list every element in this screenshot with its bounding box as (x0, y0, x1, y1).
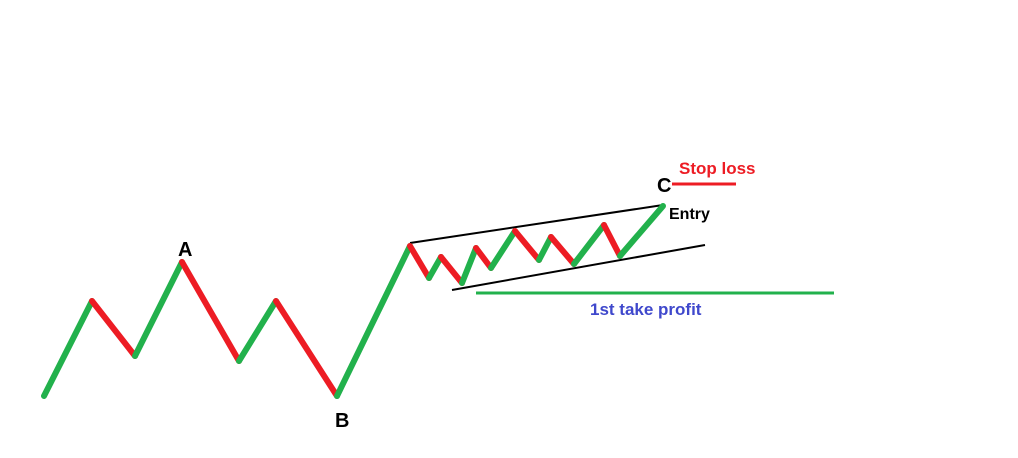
up-segment (617, 203, 666, 259)
take-profit-label: 1st take profit (590, 300, 702, 319)
channel-upper-line (409, 204, 664, 244)
price-path (41, 203, 666, 399)
down-segment (407, 243, 432, 281)
channel-lower-line (451, 244, 706, 291)
down-segment (512, 228, 542, 263)
up-segment (426, 254, 444, 281)
down-segment (273, 298, 340, 399)
up-segment (41, 298, 95, 399)
up-segment (571, 222, 607, 267)
down-segment (473, 245, 494, 271)
down-segment (179, 259, 242, 364)
entry-label: Entry (669, 206, 710, 223)
down-segment (548, 234, 577, 267)
point-c-label: C (657, 175, 671, 197)
up-segment (236, 298, 279, 364)
point-a-label: A (178, 239, 192, 261)
down-segment (601, 222, 623, 259)
point-b-label: B (335, 410, 349, 432)
stop-loss-label: Stop loss (679, 159, 756, 178)
down-segment (438, 254, 465, 286)
up-segment (459, 245, 479, 286)
down-segment (89, 298, 138, 359)
up-segment (334, 243, 413, 399)
up-segment (132, 259, 185, 359)
up-segment (488, 228, 518, 271)
up-segment (536, 234, 554, 263)
